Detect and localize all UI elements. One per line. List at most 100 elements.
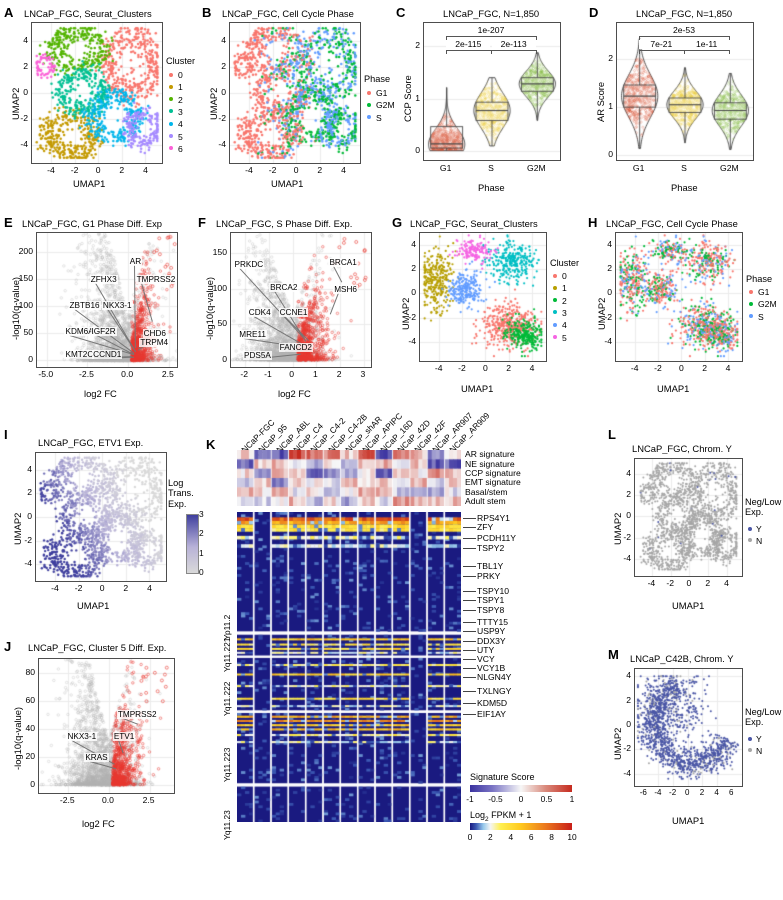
gene-label-PRKDC: PRKDC	[233, 260, 265, 270]
panel-d-title: LNCaP_FGC, N=1,850	[636, 8, 733, 19]
legend-title-log2-fpkm: Log2 FPKM + 1	[470, 810, 532, 823]
legend-item-cluster-3[interactable]: 3	[562, 307, 567, 318]
panel-m-scatter	[635, 669, 742, 786]
panel-l-scatter	[635, 459, 742, 576]
panel-g-legend-title: Cluster	[550, 258, 580, 268]
legend-item-chromy-N[interactable]: N	[756, 745, 763, 756]
gene-row-RPS4Y1: RPS4Y1	[477, 512, 510, 523]
gene-row-TSPY1: TSPY1	[477, 594, 505, 605]
panel-m-plot[interactable]	[634, 668, 743, 787]
legend-item-cluster-6[interactable]: 6	[178, 143, 183, 154]
pvalue-label: 7e-21	[639, 39, 684, 49]
legend-item-phase-S[interactable]: S	[758, 311, 764, 322]
signature-row-adult-stem: Adult stem	[465, 495, 506, 506]
panel-l-plot[interactable]	[634, 458, 743, 577]
legend-item-cluster-0[interactable]: 0	[562, 271, 567, 281]
gene-row-NLGN4Y: NLGN4Y	[477, 671, 512, 682]
signature-row-ccp-signature: CCP signature	[465, 467, 521, 478]
legend-item-phase-G1[interactable]: G1	[758, 287, 770, 297]
gene-label-IGF2R: IGF2R	[90, 327, 117, 337]
panel-e-title: LNCaP_FGC, G1 Phase Diff. Exp	[22, 218, 162, 229]
gene-label-ZBTB16: ZBTB16	[68, 301, 101, 311]
signature-tick-0: 0	[518, 794, 524, 804]
xtick-G2M: G2M	[720, 163, 739, 173]
signature-row-ar-signature: AR signature	[465, 449, 515, 460]
panel-h-title: LNCaP_FGC, Cell Cycle Phase	[606, 218, 738, 229]
panel-b-legend-title: Phase	[364, 74, 391, 84]
legend-item-cluster-4[interactable]: 4	[178, 119, 183, 130]
panel-l-xlabel: UMAP1	[672, 600, 705, 611]
pvalue-label: 2e-113	[491, 39, 536, 49]
gene-row-VCY: VCY	[477, 653, 495, 664]
legend-item-phase-S[interactable]: S	[376, 112, 382, 123]
panel-m-title: LNCaP_C42B, Chrom. Y	[630, 653, 734, 664]
legend-item-cluster-5[interactable]: 5	[562, 332, 567, 343]
xtick-S: S	[488, 163, 494, 173]
legend-item-cluster-2[interactable]: 2	[562, 295, 567, 306]
panel-h-letter: H	[588, 215, 598, 230]
signature-row-emt-signature: EMT signature	[465, 477, 521, 488]
gene-label-KMT2C: KMT2C	[64, 350, 95, 360]
panel-k-signature-heatmap[interactable]	[237, 450, 461, 506]
pvalue-label: 2e-53	[662, 25, 706, 35]
gene-label-TMPRSS2: TMPRSS2	[116, 709, 158, 719]
panel-l-title: LNCaP_FGC, Chrom. Y	[632, 443, 732, 454]
panel-i-legend-title: Log Trans. Exp.	[168, 478, 194, 509]
panel-b-plot[interactable]	[229, 22, 361, 164]
panel-k-gene-heatmap[interactable]	[237, 512, 461, 822]
fpkm-tick-4: 4	[508, 832, 514, 842]
gene-label-FANCD2: FANCD2	[278, 342, 313, 352]
gene-row-TBL1Y: TBL1Y	[477, 560, 504, 571]
panel-f-title: LNCaP_FGC, S Phase Diff. Exp.	[216, 218, 353, 229]
legend-item-cluster-1[interactable]: 1	[178, 82, 183, 93]
panel-h-scatter	[616, 233, 742, 361]
cytoband-Yq11.223: Yq11.223	[222, 747, 232, 782]
colorbar-tick-0: 0	[199, 567, 204, 577]
fpkm-tick-8: 8	[549, 832, 554, 842]
legend-item-cluster-2[interactable]: 2	[178, 94, 183, 105]
gene-label-BRCA2: BRCA2	[269, 282, 299, 292]
legend-item-cluster-0[interactable]: 0	[178, 70, 183, 80]
signature-tick-0.5: 0.5	[540, 794, 553, 804]
cytoband-Yq11.221: Yq11.221	[222, 637, 232, 672]
panel-e-plot[interactable]	[36, 232, 178, 368]
legend-item-chromy-Y[interactable]: Y	[756, 524, 762, 534]
panel-d-xlabel: Phase	[671, 182, 698, 193]
panel-g-scatter	[420, 233, 546, 361]
panel-j-plot[interactable]	[38, 658, 175, 794]
panel-d-letter: D	[589, 5, 599, 20]
panel-i-plot[interactable]	[35, 452, 167, 582]
legend-item-cluster-3[interactable]: 3	[178, 106, 183, 117]
fpkm-tick-0: 0	[467, 832, 473, 842]
legend-item-cluster-4[interactable]: 4	[562, 320, 567, 331]
panel-m-xlabel: UMAP1	[672, 815, 705, 826]
panel-f-xlabel: log2 FC	[278, 388, 311, 399]
panel-g-title: LNCaP_FGC, Seurat_Clusters	[410, 218, 538, 229]
signature-row-ne-signature: NE signature	[465, 458, 515, 469]
panel-a-title: LNCaP_FGC, Seurat_Clusters	[24, 8, 152, 19]
gene-label-PDS5A: PDS5A	[243, 350, 272, 360]
gene-label-NKX3-1: NKX3-1	[101, 301, 133, 311]
legend-item-phase-G2M[interactable]: G2M	[376, 100, 395, 111]
panel-e-letter: E	[4, 215, 13, 230]
signature-row-basal-stem: Basal/stem	[465, 486, 508, 497]
legend-item-cluster-5[interactable]: 5	[178, 131, 183, 142]
panel-a-scatter	[32, 23, 162, 163]
panel-g-plot[interactable]	[419, 232, 547, 362]
legend-item-chromy-Y[interactable]: Y	[756, 734, 762, 744]
legend-item-cluster-1[interactable]: 1	[562, 283, 567, 294]
gene-row-UTY: UTY	[477, 644, 495, 655]
panel-k-letter: K	[206, 437, 216, 452]
panel-b-scatter	[230, 23, 360, 163]
xtick-G1: G1	[632, 163, 645, 173]
legend-item-chromy-N[interactable]: N	[756, 535, 763, 546]
panel-h-plot[interactable]	[615, 232, 743, 362]
legend-item-phase-G2M[interactable]: G2M	[758, 299, 777, 310]
panel-g-xlabel: UMAP1	[461, 383, 494, 394]
gene-row-EIF1AY: EIF1AY	[477, 708, 506, 719]
panel-b-letter: B	[202, 5, 212, 20]
legend-item-phase-G1[interactable]: G1	[376, 88, 388, 98]
signature-tick-1: 1	[569, 794, 575, 804]
panel-a-plot[interactable]	[31, 22, 163, 164]
gene-label-KDM6A: KDM6A	[64, 327, 95, 337]
